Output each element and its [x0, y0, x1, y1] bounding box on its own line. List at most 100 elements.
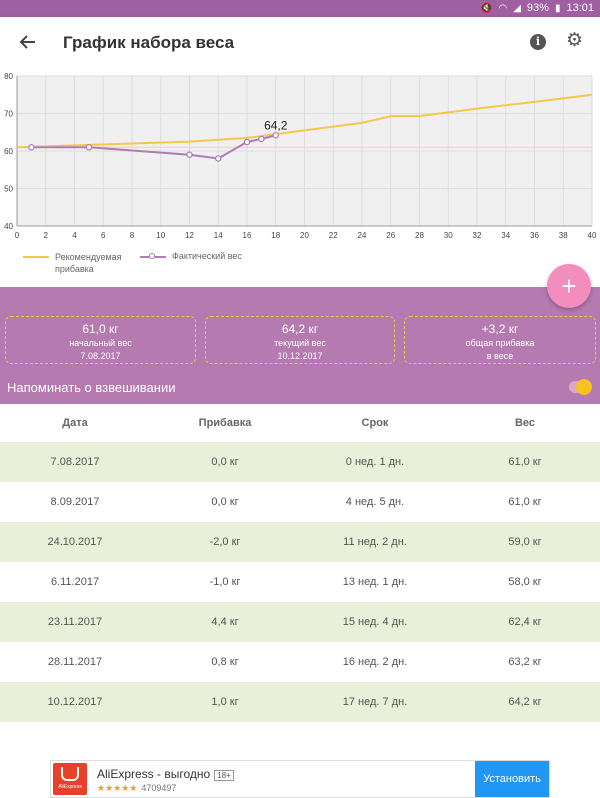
- header-date: Дата: [62, 417, 88, 429]
- legend-recommended-swatch: [23, 256, 49, 258]
- x-tick-label: 24: [358, 231, 367, 240]
- y-tick-label: 80: [4, 72, 13, 81]
- x-tick-label: 12: [185, 231, 194, 240]
- row-term: 11 нед. 2 дн.: [343, 536, 407, 548]
- x-tick-label: 36: [530, 231, 539, 240]
- actual-data-point: [272, 132, 279, 139]
- summary-section: 61,0 кг начальный вес 7.08.2017 64,2 кг …: [0, 287, 600, 404]
- weight-table: Дата Прибавка Срок Вес 7.08.2017 0,0 кг …: [0, 404, 600, 722]
- wifi-icon: ◠: [498, 2, 508, 14]
- info-icon[interactable]: i: [530, 34, 546, 50]
- row-term: 4 нед. 5 дн.: [345, 496, 405, 508]
- chart-legend: Рекомендуемая прибавка Фактический вес: [0, 247, 600, 287]
- row-date: 10.12.2017: [47, 696, 103, 708]
- row-gain: 1,0 кг: [211, 696, 239, 708]
- app-bar: График набора веса i ⚙: [0, 17, 600, 68]
- back-arrow-icon[interactable]: [16, 30, 40, 54]
- start-weight-date: 7.08.2017: [80, 351, 121, 361]
- current-weight-card: 64,2 кг текущий вес 10.12.2017: [205, 316, 395, 364]
- header-term: Срок: [361, 417, 389, 429]
- y-tick-label: 70: [4, 110, 13, 119]
- row-weight: 61,0 кг: [508, 456, 542, 468]
- x-tick-label: 4: [72, 231, 77, 240]
- reminder-toggle[interactable]: [569, 379, 592, 395]
- row-date: 7.08.2017: [50, 456, 100, 468]
- rating-count: 4709497: [141, 783, 177, 793]
- row-date: 23.11.2017: [47, 616, 103, 628]
- row-gain: 0,0 кг: [211, 456, 239, 468]
- start-weight-label: начальный вес: [69, 338, 132, 348]
- table-row[interactable]: 28.11.2017 0,8 кг 16 нед. 2 дн. 63,2 кг: [0, 642, 600, 682]
- gear-icon[interactable]: ⚙: [565, 30, 583, 51]
- x-tick-label: 20: [300, 231, 309, 240]
- header-weight: Вес: [514, 417, 536, 429]
- x-tick-label: 22: [329, 231, 338, 240]
- x-tick-label: 30: [444, 231, 453, 240]
- header-gain: Прибавка: [198, 417, 252, 429]
- battery-icon: ▮: [554, 2, 561, 14]
- weight-chart: 0 2 4 6 8 10 12 14 16 18 20 22 24 26 28 30 32 34 36 38 40 40 5…: [0, 68, 600, 287]
- x-tick-label: 14: [214, 231, 223, 240]
- row-weight: 59,0 кг: [508, 536, 542, 548]
- row-gain: -1,0 кг: [209, 576, 241, 588]
- add-weight-button[interactable]: +: [547, 264, 591, 308]
- x-tick-label: 26: [386, 231, 395, 240]
- actual-data-point: [85, 144, 93, 151]
- row-weight: 58,0 кг: [508, 576, 542, 588]
- row-weight: 64,2 кг: [508, 696, 542, 708]
- y-tick-label: 50: [4, 185, 13, 194]
- y-tick-label: 60: [4, 147, 13, 156]
- signal-icon: ◢: [513, 2, 521, 14]
- clock: 13:01: [566, 2, 594, 14]
- legend-actual-swatch: [140, 253, 166, 259]
- row-weight: 62,4 кг: [508, 616, 542, 628]
- table-row[interactable]: 23.11.2017 4,4 кг 15 нед. 4 дн. 62,4 кг: [0, 602, 600, 642]
- weight-chart-svg: 0 2 4 6 8 10 12 14 16 18 20 22 24 26 28 30 32 34 36 38 40405…: [4, 72, 597, 240]
- y-tick-label: 40: [4, 222, 13, 231]
- x-tick-label: 6: [101, 231, 106, 240]
- current-weight-annotation: 64,2: [264, 118, 288, 132]
- x-tick-label: 8: [130, 231, 135, 240]
- x-tick-label: 28: [415, 231, 424, 240]
- page-title: График набора веса: [63, 33, 235, 52]
- ad-banner[interactable]: AliExpress AliExpress - выгодно 18+ ★★★★★…: [50, 760, 550, 798]
- total-gain-card: +3,2 кг общая прибавка в весе: [404, 316, 596, 364]
- current-weight-label: текущий вес: [274, 338, 326, 348]
- rating-stars-icon: ★★★★★: [97, 783, 138, 793]
- age-rating-badge: 18+: [214, 770, 234, 781]
- table-row[interactable]: 7.08.2017 0,0 кг 0 нед. 1 дн. 61,0 кг: [0, 442, 600, 482]
- row-term: 15 нед. 4 дн.: [342, 616, 408, 628]
- table-header: Дата Прибавка Срок Вес: [0, 404, 600, 442]
- legend-actual: Фактический вес: [140, 251, 242, 261]
- actual-data-point: [186, 151, 193, 159]
- row-term: 17 нед. 7 дн.: [342, 696, 408, 708]
- table-row[interactable]: 6.11.2017 -1,0 кг 13 нед. 1 дн. 58,0 кг: [0, 562, 600, 602]
- legend-recommended: Рекомендуемая прибавка: [23, 251, 135, 275]
- row-gain: 0,8 кг: [211, 656, 239, 668]
- row-gain: 0,0 кг: [211, 496, 239, 508]
- install-button[interactable]: Установить: [475, 761, 549, 797]
- row-date: 6.11.2017: [50, 576, 100, 588]
- row-weight: 63,2 кг: [508, 656, 542, 668]
- row-weight: 61,0 кг: [508, 496, 542, 508]
- battery-level: 93%: [526, 2, 549, 14]
- ad-title: AliExpress - выгодно 18+: [97, 767, 234, 781]
- current-weight-value: 64,2 кг: [281, 322, 319, 336]
- row-gain: -2,0 кг: [209, 536, 241, 548]
- table-row[interactable]: 24.10.2017 -2,0 кг 11 нед. 2 дн. 59,0 кг: [0, 522, 600, 562]
- row-term: 16 нед. 2 дн.: [342, 656, 408, 668]
- actual-data-point: [214, 155, 222, 162]
- shopping-bag-icon: [61, 767, 79, 781]
- total-gain-label: общая прибавка: [465, 338, 535, 348]
- start-weight-card: 61,0 кг начальный вес 7.08.2017: [5, 316, 196, 364]
- table-row[interactable]: 10.12.2017 1,0 кг 17 нед. 7 дн. 64,2 кг: [0, 682, 600, 722]
- table-row[interactable]: 8.09.2017 0,0 кг 4 нед. 5 дн. 61,0 кг: [0, 482, 600, 522]
- row-term: 0 нед. 1 дн.: [345, 456, 405, 468]
- aliexpress-logo: AliExpress: [53, 763, 87, 795]
- x-tick-label: 10: [156, 231, 165, 240]
- actual-data-point: [28, 144, 35, 151]
- total-gain-label-2: в весе: [486, 351, 514, 361]
- actual-data-point: [243, 138, 251, 146]
- x-tick-label: 32: [473, 231, 482, 240]
- reminder-label: Напоминать о взвешивании: [7, 380, 176, 395]
